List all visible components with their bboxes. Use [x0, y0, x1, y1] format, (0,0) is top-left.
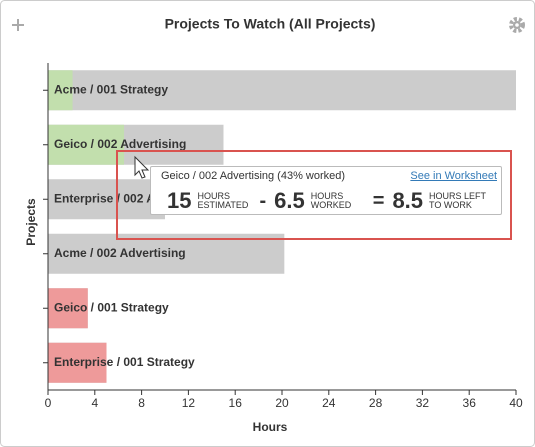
estimated-label: HOURS ESTIMATED [197, 191, 249, 210]
x-tick-label: 0 [45, 396, 52, 410]
y-axis-label: Projects [24, 198, 38, 246]
category-label: Geico / 002 Advertising [54, 137, 186, 151]
tooltip-title: Geico / 002 Advertising (43% worked) [161, 170, 346, 182]
x-tick-label: 36 [463, 396, 477, 410]
tooltip: Geico / 002 Advertising (43% worked) See… [150, 166, 502, 215]
bar [48, 342, 107, 383]
x-tick-label: 24 [322, 396, 336, 410]
x-tick-label: 28 [369, 396, 383, 410]
worked-label: HOURS WORKED [310, 191, 352, 210]
x-axis-label: Hours [253, 420, 288, 434]
estimated-value: 15 [167, 188, 192, 213]
move-icon[interactable] [12, 19, 24, 31]
left-value: 8.5 [392, 188, 424, 213]
bar [48, 288, 88, 329]
x-tick-label: 40 [509, 396, 523, 410]
x-tick-label: 32 [416, 396, 430, 410]
category-label: Acme / 002 Advertising [54, 246, 186, 260]
bar [48, 233, 285, 274]
x-tick-label: 8 [138, 396, 145, 410]
bar [48, 70, 516, 111]
x-tick-label: 16 [229, 396, 243, 410]
widget-title: Projects To Watch (All Projects) [165, 16, 376, 32]
category-label: Enterprise / 001 Strategy [54, 355, 195, 369]
x-tick-label: 4 [91, 396, 98, 410]
x-tick-label: 12 [182, 396, 196, 410]
bar [48, 124, 125, 165]
worked-value: 6.5 [274, 188, 305, 213]
left-label: HOURS LEFT TO WORK [429, 191, 486, 210]
category-label: Geico / 001 Strategy [54, 300, 169, 314]
equals-sign: = [372, 189, 385, 212]
settings-icon[interactable] [509, 17, 525, 33]
category-label: Acme / 001 Strategy [54, 82, 168, 96]
x-tick-label: 20 [275, 396, 289, 410]
bar [48, 70, 73, 111]
worksheet-link[interactable]: See in Worksheet [410, 170, 497, 182]
minus-sign: - [259, 189, 267, 212]
